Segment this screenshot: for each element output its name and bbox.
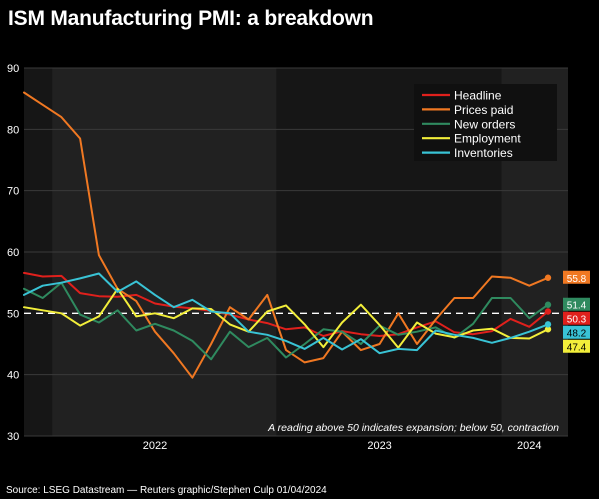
chart-annotation: A reading above 50 indicates expansion; …	[267, 422, 559, 434]
legend-label: Inventories	[454, 146, 513, 160]
x-axis: 2022 2023 2024	[143, 440, 542, 452]
end-point-inventories	[544, 321, 552, 328]
series-line-prices-paid	[23, 91, 549, 379]
series-lines	[23, 91, 552, 379]
end-label-box	[563, 339, 590, 353]
y-tick-label: 40	[7, 370, 19, 382]
y-axis: 30 40 50 60 70 80 90	[7, 63, 19, 443]
y-tick-label: 80	[7, 124, 19, 136]
end-label-box	[563, 297, 590, 311]
legend-label: Prices paid	[454, 103, 513, 117]
legend-box	[414, 84, 557, 161]
y-tick-label: 60	[7, 247, 19, 259]
end-label-value: 48.2	[567, 329, 587, 340]
end-label-value: 51.4	[567, 301, 587, 312]
end-label-box	[563, 325, 590, 339]
end-point-prices-paid	[544, 274, 552, 281]
chart-title: ISM Manufacturing PMI: a breakdown	[8, 7, 374, 30]
series-line-inventories	[23, 272, 549, 355]
y-tick-label: 90	[7, 63, 19, 75]
y-tick-label: 50	[7, 308, 19, 320]
x-tick-label: 2024	[517, 440, 541, 452]
end-value-labels: 55.8 51.4 50.3 48.2 47.4	[563, 270, 590, 354]
x-tick-label: 2023	[367, 440, 391, 452]
end-label-value: 55.8	[567, 274, 587, 285]
end-point-headline	[544, 308, 552, 315]
legend-label: New orders	[454, 117, 515, 131]
end-label-box	[563, 311, 590, 325]
legend-label: Headline	[454, 89, 502, 103]
end-point-new-orders	[544, 301, 552, 308]
end-point-employment	[544, 326, 552, 333]
series-line-new-orders	[23, 281, 549, 361]
gridlines	[24, 67, 568, 437]
x-tick-label: 2022	[143, 440, 167, 452]
end-label-value: 47.4	[567, 343, 587, 354]
legend-label: Employment	[454, 132, 521, 146]
y-tick-label: 70	[7, 186, 19, 198]
source-note: Source: LSEG Datastream — Reuters graphi…	[6, 485, 327, 496]
y-tick-label: 30	[7, 431, 19, 443]
end-label-value: 50.3	[567, 315, 587, 326]
end-label-box	[563, 270, 590, 284]
